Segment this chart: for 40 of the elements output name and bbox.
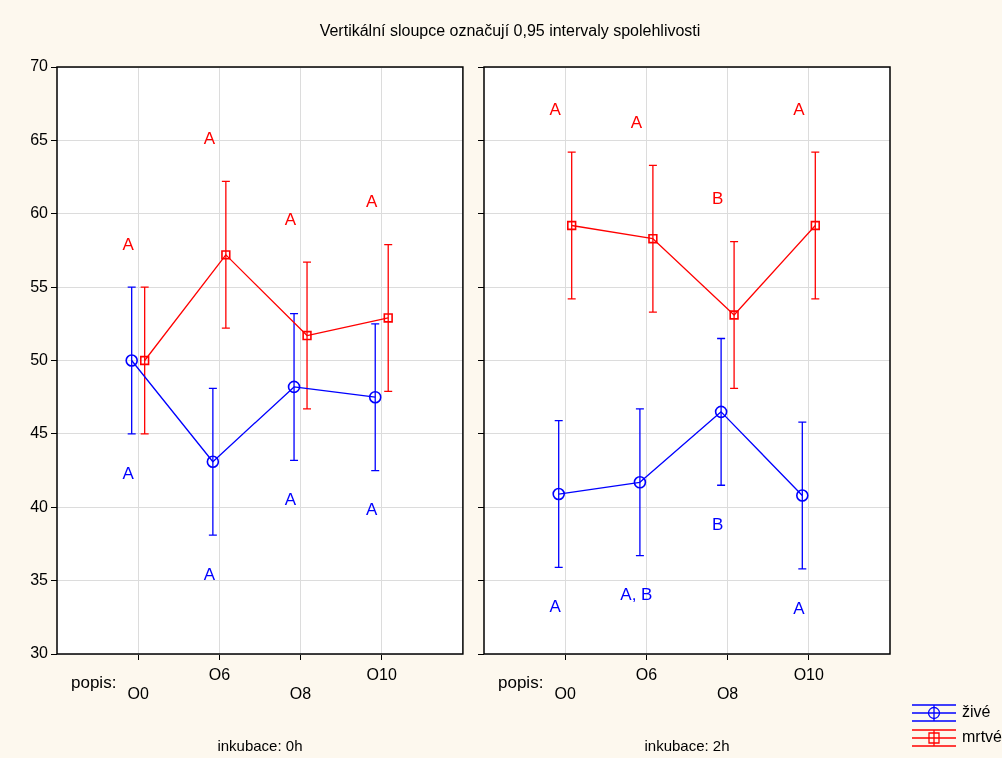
annotation: B [711, 514, 724, 534]
annotation: B [711, 189, 724, 209]
annotation: A [793, 99, 806, 119]
annotation: A [122, 234, 135, 254]
annotation: A [284, 489, 297, 509]
y-tick-label: 35 [30, 571, 49, 589]
annotation: A [630, 113, 643, 133]
y-tick-label: 55 [30, 277, 49, 295]
annotation: A [203, 564, 216, 584]
annotation: A, B [620, 585, 653, 605]
x-tick-label: O0 [127, 685, 149, 703]
text: popis: [71, 672, 117, 692]
x-tick-label: O6 [208, 666, 231, 684]
y-tick-label: 65 [30, 130, 49, 148]
legend-label: živé [962, 703, 991, 721]
y-tick-label: 60 [30, 204, 49, 222]
x-axis-title: inkubace: 0h [217, 737, 303, 755]
annotation: A [366, 500, 379, 520]
y-tick-label: 50 [30, 350, 49, 368]
legend-label: mrtvé [962, 728, 1002, 746]
annotation: A [793, 598, 806, 618]
x-tick-label: O10 [366, 666, 397, 684]
annotation: A [366, 192, 379, 212]
annotation: A [122, 463, 135, 483]
x-tick-label: O8 [289, 685, 312, 703]
text: Vertikální sloupce označují 0,95 intervaly spolehlivosti [318, 22, 702, 40]
text: popis: [498, 672, 544, 692]
y-tick-label: 45 [30, 424, 49, 442]
x-tick-label: O0 [554, 685, 576, 703]
annotation: A [203, 129, 216, 149]
annotation: A [284, 209, 297, 229]
x-tick-label: O10 [793, 666, 825, 684]
y-tick-label: 30 [30, 644, 49, 662]
y-tick-label: 70 [30, 57, 49, 75]
annotation: A [549, 597, 562, 617]
y-tick-label: 40 [30, 497, 49, 515]
x-tick-label: O6 [635, 666, 658, 684]
x-axis-title: inkubace: 2h [644, 737, 730, 755]
x-tick-label: O8 [716, 685, 739, 703]
annotation: A [549, 99, 562, 119]
